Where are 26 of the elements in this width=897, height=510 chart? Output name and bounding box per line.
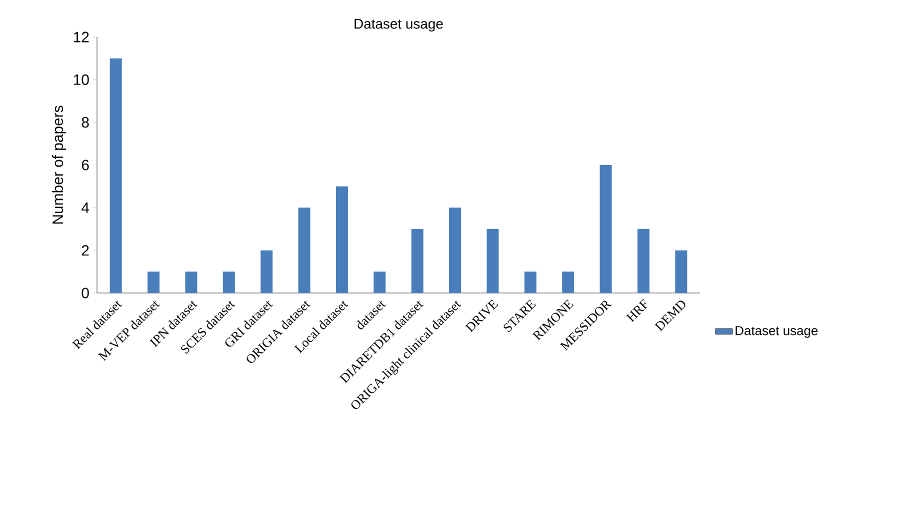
bar — [411, 228, 424, 293]
bar — [374, 272, 386, 293]
bar — [486, 228, 499, 293]
y-tick-label: 8 — [82, 117, 89, 128]
bar — [336, 186, 348, 293]
legend-label: Dataset usage — [736, 326, 818, 338]
bar — [449, 208, 462, 293]
bar — [185, 272, 198, 293]
y-tick-label: 12 — [74, 32, 89, 42]
bar — [298, 208, 310, 293]
bar — [260, 250, 273, 293]
bar — [600, 164, 612, 293]
y-tick-label: 6 — [82, 160, 89, 170]
y-tick-label: 0 — [82, 288, 89, 298]
bar — [110, 58, 122, 293]
bar — [148, 272, 160, 293]
bar — [637, 228, 650, 293]
bar — [675, 250, 688, 293]
chart-title: Dataset usage — [354, 19, 443, 32]
y-tick-label: 2 — [82, 245, 89, 256]
bar — [222, 272, 235, 293]
bar — [524, 272, 536, 293]
bar — [562, 272, 574, 293]
y-tick-label: 10 — [74, 74, 89, 85]
y-axis-title: Number of papers — [52, 106, 66, 224]
y-tick-label: 4 — [82, 202, 90, 213]
